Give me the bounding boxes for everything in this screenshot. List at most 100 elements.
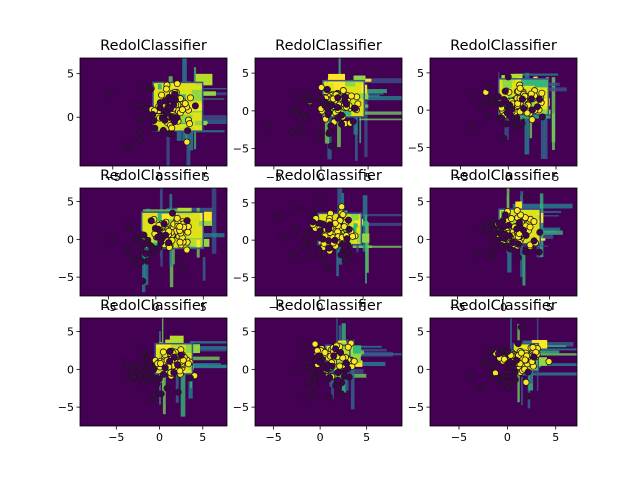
data-point-class-0: [476, 384, 484, 392]
boundary-streak: [536, 232, 542, 258]
data-point-class-1: [339, 211, 347, 219]
scatter-points: [105, 80, 199, 151]
axes-frame: [254, 57, 403, 167]
data-point-class-1: [183, 246, 191, 254]
data-point-class-0: [171, 118, 179, 126]
data-point-class-0: [307, 240, 315, 248]
data-point-class-0: [524, 368, 532, 376]
data-point-class-0: [105, 89, 113, 97]
data-point-class-0: [304, 90, 312, 98]
data-point-class-1: [162, 85, 170, 93]
data-point-class-0: [153, 380, 161, 388]
boundary-streak: [500, 245, 549, 247]
subplot-title: RedolClassifier: [450, 168, 557, 184]
data-point-class-1: [523, 109, 531, 117]
subplot-title: RedolClassifier: [100, 38, 207, 54]
data-point-class-0: [308, 209, 316, 217]
data-point-class-0: [300, 97, 308, 105]
data-point-class-0: [137, 245, 145, 253]
region-patch: [534, 78, 548, 88]
data-point-class-0: [334, 376, 342, 384]
data-point-class-0: [289, 105, 297, 113]
scatter-points: [468, 73, 546, 142]
data-point-class-0: [186, 374, 194, 382]
data-point-class-1: [522, 378, 530, 386]
data-point-class-0: [536, 228, 544, 236]
data-point-class-0: [107, 236, 115, 244]
x-tick-label: 5: [552, 431, 559, 444]
data-point-class-1: [344, 343, 352, 351]
boundary-streak: [189, 341, 227, 344]
data-point-class-0: [146, 359, 154, 367]
data-point-class-0: [300, 243, 308, 251]
data-point-class-0: [138, 231, 146, 239]
boundary-streak: [188, 115, 194, 151]
data-point-class-0: [500, 134, 508, 142]
x-tick-label: 5: [199, 431, 206, 444]
data-point-class-0: [157, 390, 165, 398]
boundary-streak: [514, 372, 577, 376]
data-point-class-0: [154, 233, 162, 241]
scatter-points: [273, 197, 359, 272]
boundary-streak: [518, 353, 577, 356]
data-point-class-0: [517, 323, 525, 331]
y-tick-label: −5: [233, 271, 249, 284]
x-tick-label: −5: [108, 431, 124, 444]
boundary-streak: [186, 130, 225, 133]
data-point-class-0: [504, 347, 512, 355]
data-point-class-0: [279, 233, 287, 241]
data-point-class-0: [337, 390, 345, 398]
y-tick-label: 0: [67, 233, 74, 246]
data-point-class-0: [335, 383, 343, 391]
region-patch: [517, 77, 522, 82]
data-point-class-0: [136, 364, 144, 372]
data-point-class-0: [488, 217, 496, 225]
data-point-class-0: [334, 368, 342, 376]
boundary-streak: [350, 339, 355, 410]
data-point-class-0: [325, 237, 333, 245]
data-point-class-0: [139, 379, 147, 387]
region-patch: [340, 81, 356, 87]
plot-area: [430, 188, 577, 296]
data-point-class-0: [309, 218, 317, 226]
data-point-class-0: [184, 127, 192, 135]
data-point-class-1: [513, 207, 521, 215]
data-point-class-0: [138, 101, 146, 109]
data-point-class-1: [338, 203, 346, 211]
data-point-class-0: [169, 209, 177, 217]
y-tick-label: −5: [233, 401, 249, 414]
region-patch: [191, 89, 204, 101]
data-point-class-0: [514, 240, 522, 248]
boundary-streak: [359, 118, 402, 121]
data-point-class-1: [176, 367, 184, 375]
data-point-class-0: [499, 373, 507, 381]
subplot-title: RedolClassifier: [100, 298, 207, 314]
region-patch: [351, 93, 369, 100]
region-patch: [502, 79, 512, 89]
data-point-class-0: [326, 128, 334, 136]
data-point-class-0: [150, 117, 158, 125]
y-tick-label: 5: [417, 326, 424, 339]
data-point-class-0: [518, 119, 526, 127]
data-point-class-0: [334, 94, 342, 102]
data-point-class-0: [349, 118, 357, 126]
data-point-class-0: [174, 361, 182, 369]
data-point-class-1: [350, 357, 358, 365]
region-patch: [328, 73, 346, 84]
data-point-class-0: [167, 96, 175, 104]
data-point-class-0: [324, 375, 332, 383]
data-point-class-0: [151, 224, 159, 232]
y-tick-label: −5: [58, 401, 74, 414]
scatter-points: [122, 346, 199, 404]
data-point-class-0: [130, 373, 138, 381]
data-point-class-1: [521, 356, 529, 364]
data-point-class-0: [501, 379, 509, 387]
axes-frame: [429, 57, 578, 167]
boundary-streak: [211, 188, 217, 254]
region-patch: [536, 357, 548, 366]
data-point-class-0: [183, 217, 191, 225]
